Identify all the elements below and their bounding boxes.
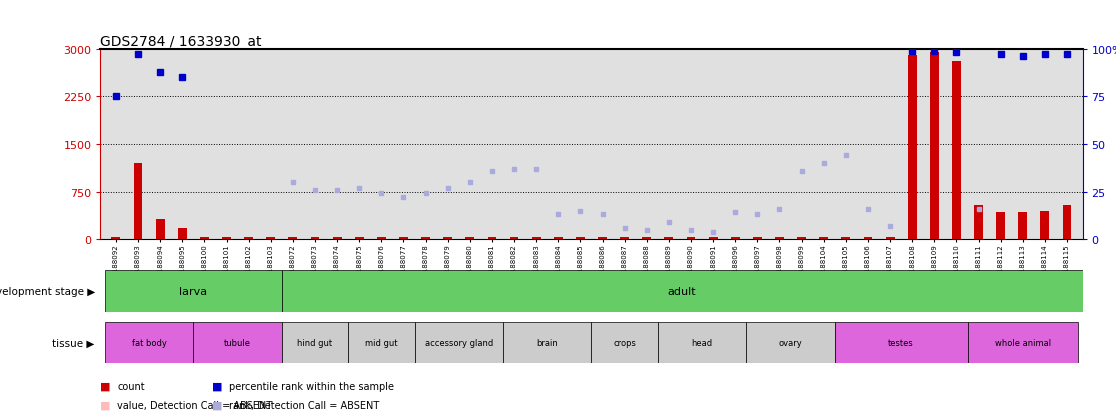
Text: accessory gland: accessory gland [425, 338, 493, 347]
Bar [907, 56, 916, 240]
Text: value, Detection Call = ABSENT: value, Detection Call = ABSENT [117, 400, 272, 410]
Text: tissue ▶: tissue ▶ [52, 338, 95, 348]
Bar [282, 322, 348, 363]
Bar [355, 237, 364, 240]
Bar [753, 237, 762, 240]
Text: larva: larva [180, 286, 208, 296]
Bar [112, 237, 121, 240]
Bar [997, 212, 1006, 240]
Bar [333, 237, 341, 240]
Bar [886, 237, 895, 240]
Text: ■: ■ [212, 400, 222, 410]
Bar [1040, 212, 1049, 240]
Bar [288, 237, 297, 240]
Bar [310, 237, 319, 240]
Bar [709, 237, 718, 240]
Bar [105, 322, 193, 363]
Bar [657, 322, 747, 363]
Bar [488, 237, 497, 240]
Bar [400, 237, 407, 240]
Text: ■: ■ [100, 381, 110, 391]
Bar [598, 237, 607, 240]
Bar [421, 237, 430, 240]
Bar [968, 322, 1078, 363]
Bar [731, 237, 740, 240]
Bar [503, 322, 591, 363]
Bar [620, 237, 629, 240]
Bar [576, 237, 585, 240]
Text: testes: testes [888, 338, 914, 347]
Bar [348, 322, 414, 363]
Bar [841, 237, 850, 240]
Bar [200, 237, 209, 240]
Text: hind gut: hind gut [298, 338, 333, 347]
Bar [531, 237, 540, 240]
Text: percentile rank within the sample: percentile rank within the sample [229, 381, 394, 391]
Text: tubule: tubule [224, 338, 251, 347]
Bar [686, 237, 695, 240]
Bar [797, 237, 806, 240]
Text: count: count [117, 381, 145, 391]
Bar [1062, 206, 1071, 240]
Bar [267, 237, 276, 240]
Bar [177, 228, 186, 240]
Bar [377, 237, 386, 240]
Bar [835, 322, 968, 363]
Bar [222, 237, 231, 240]
Bar [591, 322, 657, 363]
Bar [105, 271, 282, 312]
Bar [414, 322, 503, 363]
Bar [282, 271, 1083, 312]
Text: ■: ■ [100, 400, 110, 410]
Bar [643, 237, 652, 240]
Bar [974, 206, 983, 240]
Bar [930, 53, 939, 240]
Bar [244, 237, 253, 240]
Bar [776, 237, 783, 240]
Bar [510, 237, 519, 240]
Text: GDS2784 / 1633930_at: GDS2784 / 1633930_at [100, 35, 262, 49]
Text: adult: adult [667, 286, 696, 296]
Bar [747, 322, 835, 363]
Bar [952, 62, 961, 240]
Text: head: head [692, 338, 713, 347]
Text: fat body: fat body [132, 338, 166, 347]
Text: mid gut: mid gut [365, 338, 397, 347]
Text: ■: ■ [212, 381, 222, 391]
Bar [134, 164, 143, 240]
Text: crops: crops [613, 338, 636, 347]
Bar [864, 237, 873, 240]
Text: rank, Detection Call = ABSENT: rank, Detection Call = ABSENT [229, 400, 379, 410]
Bar [443, 237, 452, 240]
Bar [193, 322, 282, 363]
Bar [664, 237, 673, 240]
Bar [1019, 212, 1027, 240]
Text: development stage ▶: development stage ▶ [0, 286, 95, 296]
Text: whole animal: whole animal [994, 338, 1051, 347]
Bar [554, 237, 562, 240]
Text: ovary: ovary [779, 338, 802, 347]
Bar [819, 237, 828, 240]
Bar [465, 237, 474, 240]
Text: brain: brain [537, 338, 558, 347]
Bar [156, 219, 164, 240]
